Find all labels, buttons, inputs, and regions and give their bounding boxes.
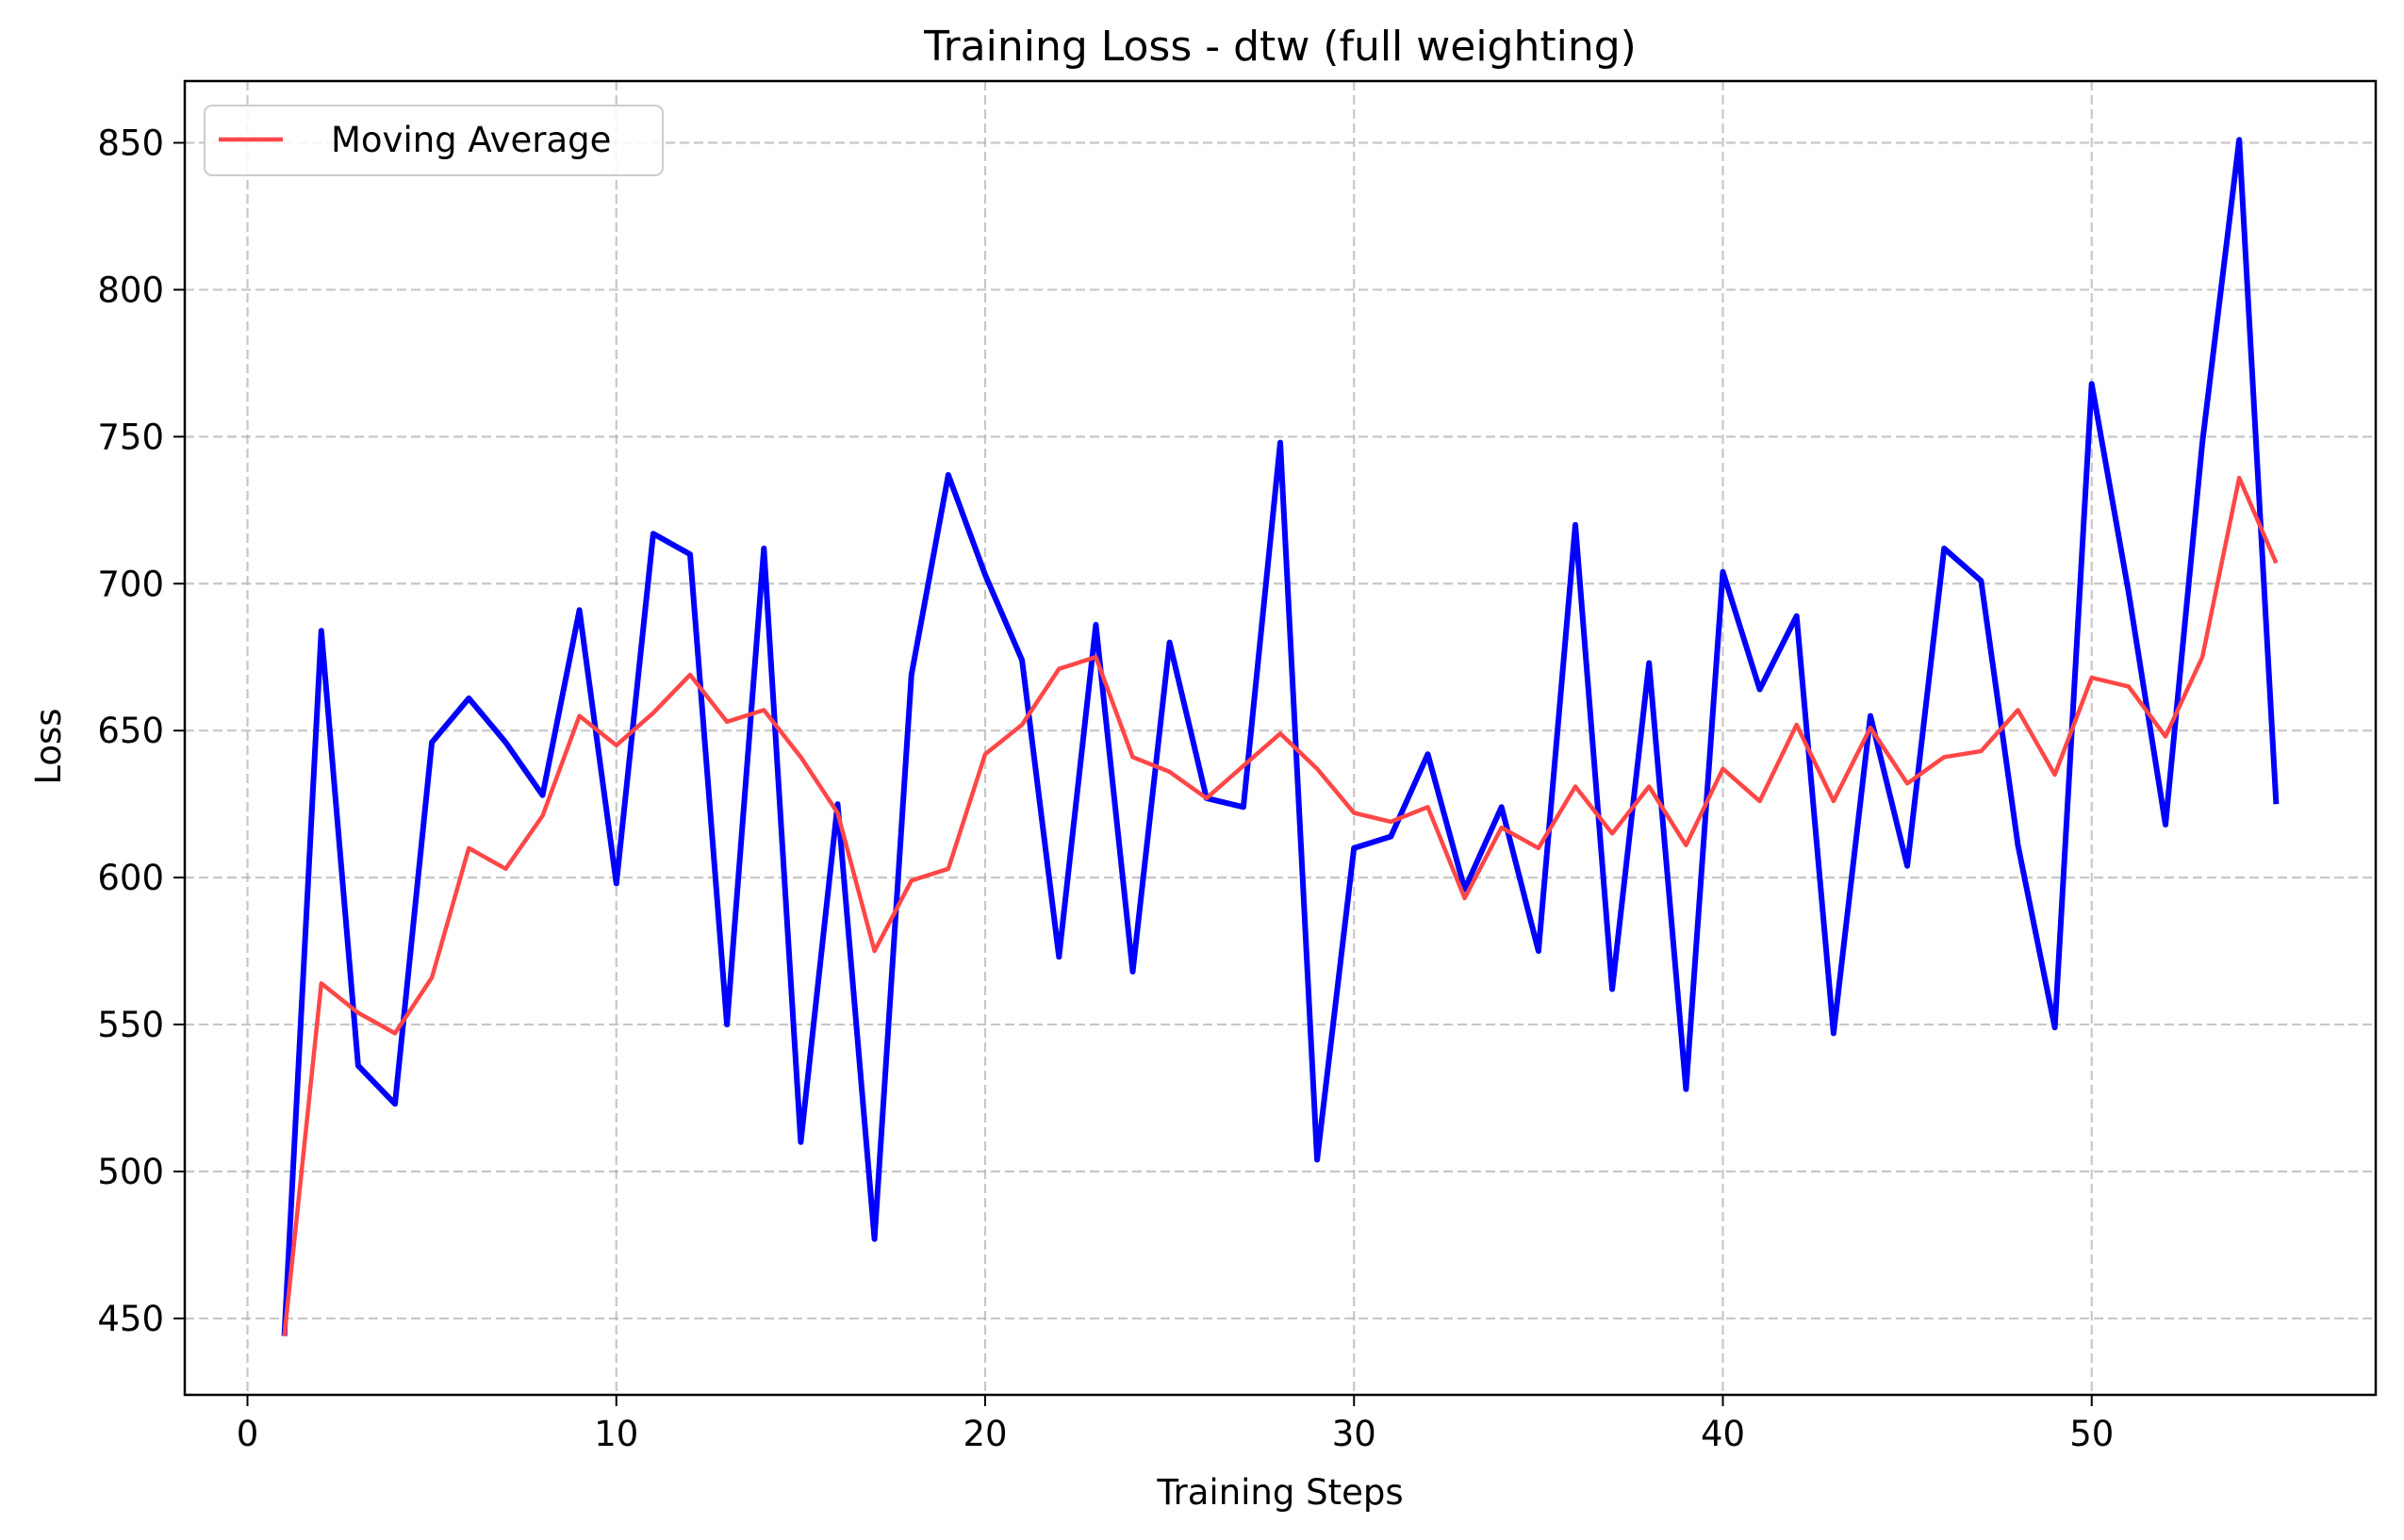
- legend-label-moving-average: Moving Average: [331, 120, 611, 160]
- chart-title: Training Loss - dtw (full weighting): [923, 23, 1637, 71]
- x-tick-label: 0: [237, 1414, 259, 1454]
- x-tick-label: 10: [594, 1414, 638, 1454]
- legend: Moving Average: [204, 105, 664, 176]
- x-tick-label: 20: [963, 1414, 1007, 1454]
- legend-box: [204, 105, 664, 176]
- y-tick-label: 700: [97, 564, 164, 604]
- y-tick-label: 850: [97, 123, 164, 163]
- y-tick-label: 500: [97, 1152, 164, 1192]
- loss-line: [281, 137, 2280, 1336]
- grid: [185, 81, 2376, 1395]
- y-tick-label: 550: [97, 1005, 164, 1045]
- x-tick-label: 50: [2069, 1414, 2114, 1454]
- axis-ticks: 0 10 20 30 40 50 450 500 550 600 650 700 750 800 850: [97, 123, 2114, 1454]
- x-axis-label: Training Steps: [1156, 1472, 1403, 1513]
- y-axis-label: Loss: [28, 708, 69, 784]
- y-tick-label: 450: [97, 1299, 164, 1339]
- y-tick-label: 800: [97, 270, 164, 310]
- moving-average-line: [282, 475, 2279, 1336]
- y-tick-label: 650: [97, 711, 164, 751]
- x-tick-label: 30: [1332, 1414, 1376, 1454]
- plot-frame: [183, 79, 2378, 1397]
- plot-series: [281, 137, 2280, 1336]
- x-tick-label: 40: [1701, 1414, 1745, 1454]
- y-tick-label: 750: [97, 417, 164, 457]
- y-tick-label: 600: [97, 858, 164, 898]
